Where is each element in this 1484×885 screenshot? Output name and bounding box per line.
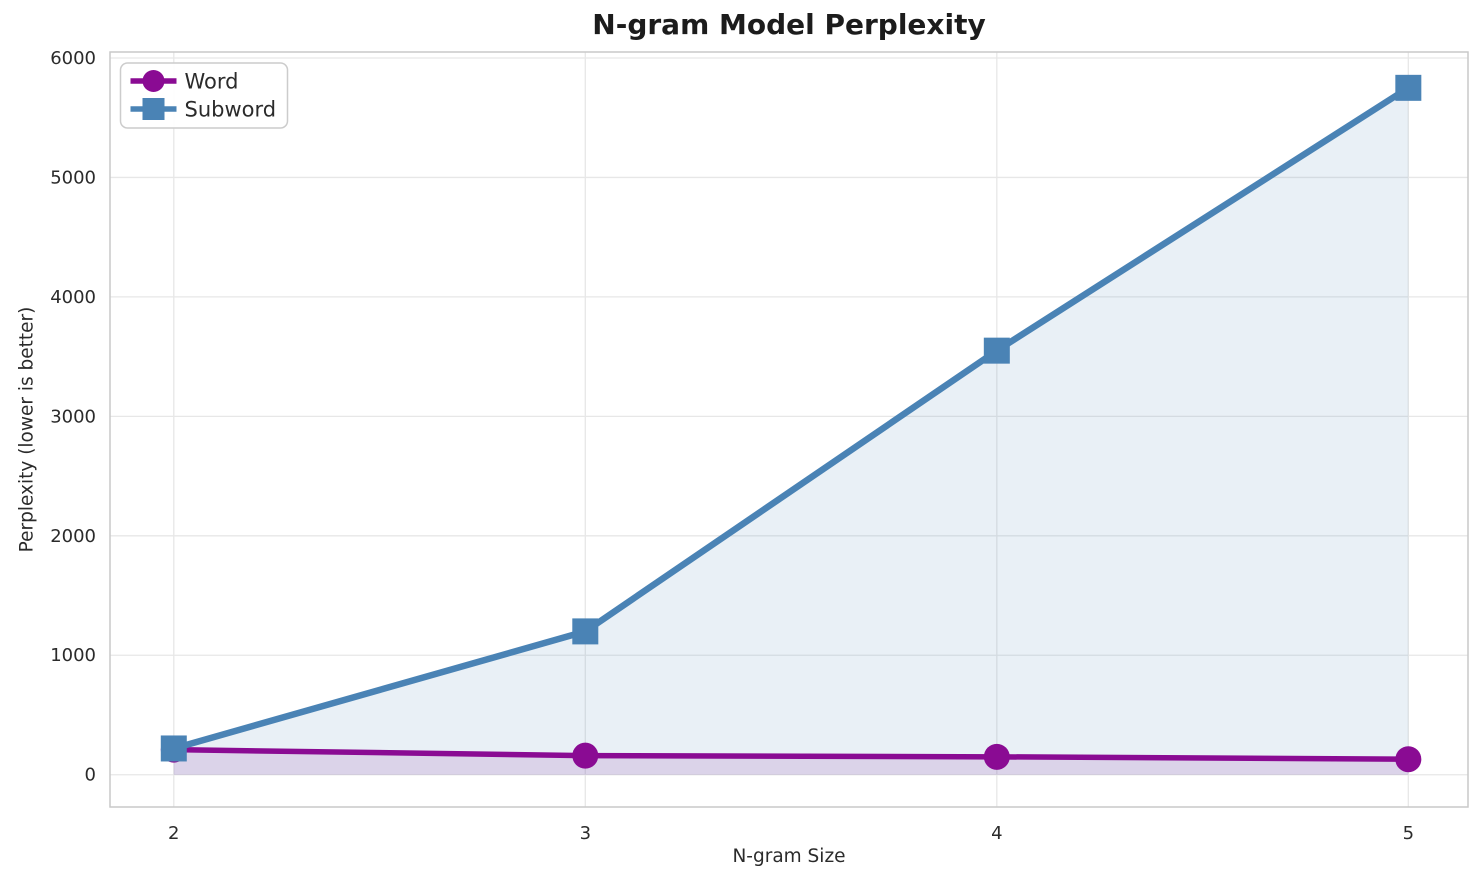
subword-marker bbox=[572, 618, 599, 645]
legend-subword-label: Subword bbox=[185, 97, 277, 121]
legend-word-label: Word bbox=[185, 69, 239, 93]
subword-marker bbox=[983, 337, 1010, 364]
y-tick-label: 0 bbox=[85, 765, 96, 786]
x-tick-label: 3 bbox=[580, 823, 591, 844]
legend-subword-marker bbox=[142, 98, 165, 120]
word-marker bbox=[1395, 746, 1422, 773]
x-axis-label: N-gram Size bbox=[732, 846, 846, 867]
word-line bbox=[171, 746, 1412, 762]
x-tick-label: 4 bbox=[991, 823, 1002, 844]
subword-marker bbox=[1395, 74, 1422, 101]
subword-line bbox=[170, 84, 1412, 752]
x-tick-label: 5 bbox=[1403, 823, 1414, 844]
y-tick-label: 3000 bbox=[50, 406, 96, 427]
word-marker bbox=[572, 742, 599, 769]
y-tick-label: 6000 bbox=[50, 48, 96, 69]
chart-title: N-gram Model Perplexity bbox=[592, 8, 986, 41]
x-tick-label: 2 bbox=[168, 823, 179, 844]
axes-border bbox=[109, 51, 1469, 808]
subword-marker bbox=[160, 735, 187, 762]
y-tick-label: 2000 bbox=[50, 526, 96, 547]
y-tick-label: 4000 bbox=[50, 287, 96, 308]
legend-word-marker bbox=[142, 70, 165, 92]
y-tick-label: 1000 bbox=[50, 645, 96, 666]
y-tick-label: 5000 bbox=[50, 167, 96, 188]
word-marker bbox=[983, 743, 1010, 770]
subword-fill-area bbox=[173, 87, 1409, 775]
